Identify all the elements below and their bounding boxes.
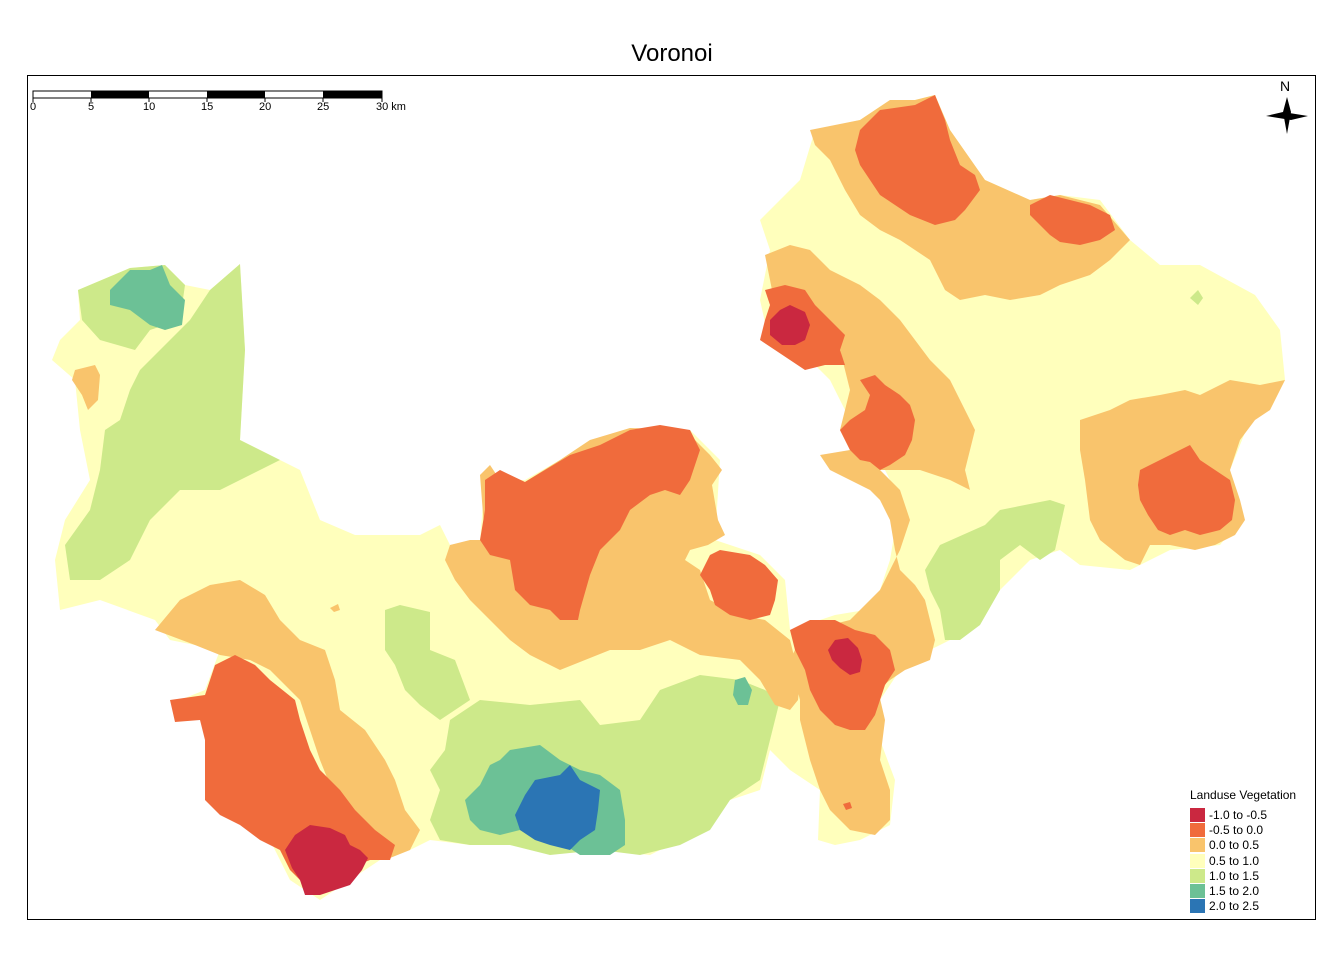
legend-title: Landuse Vegetation [1190, 788, 1297, 802]
region-class-2-0-to-2-5 [515, 765, 600, 850]
region-class-minus-0-5-to-0-0 [170, 95, 1235, 885]
scale-tick-10: 10 [143, 101, 156, 113]
scale-tick-30: 30 km [376, 101, 406, 113]
region-class-minus-1-0-to-minus-0-5 [285, 305, 862, 895]
legend-label: 1.5 to 2.0 [1209, 884, 1260, 899]
legend-item: 0.5 to 1.0 [1190, 853, 1296, 868]
legend-swatch [1190, 838, 1205, 853]
legend-item: 0.0 to 0.5 [1190, 838, 1296, 853]
legend-label: 2.0 to 2.5 [1209, 899, 1260, 914]
scale-tick-25: 25 [317, 101, 330, 113]
legend-item: 2.0 to 2.5 [1190, 899, 1296, 914]
legend-item: 1.5 to 2.0 [1190, 883, 1296, 899]
map-title: Voronoi [631, 40, 713, 67]
legend: Landuse Vegetation -1.0 to -0.5 -0.5 to … [1190, 788, 1296, 914]
scale-tick-5: 5 [88, 101, 95, 113]
legend-swatch [1190, 868, 1205, 883]
north-arrow-icon [1266, 97, 1308, 134]
north-label: N [1280, 78, 1291, 94]
scale-bar [32, 90, 383, 102]
legend-label: 0.5 to 1.0 [1209, 853, 1260, 868]
legend-swatch [1190, 822, 1205, 837]
scale-tick-20: 20 [259, 101, 272, 113]
legend-swatch [1190, 884, 1205, 899]
scale-tick-15: 15 [201, 101, 214, 113]
scale-tick-0: 0 [30, 101, 37, 113]
legend-item: -0.5 to 0.0 [1190, 822, 1296, 837]
legend-label: -1.0 to -0.5 [1209, 807, 1268, 822]
legend-swatch [1190, 807, 1205, 822]
legend-item: 1.0 to 1.5 [1190, 868, 1296, 883]
legend-swatch [1190, 899, 1205, 914]
legend-label: -0.5 to 0.0 [1209, 822, 1264, 837]
legend-label: 0.0 to 0.5 [1209, 838, 1260, 853]
legend-item: -1.0 to -0.5 [1190, 807, 1296, 822]
legend-label: 1.0 to 1.5 [1209, 868, 1260, 883]
map-frame [27, 75, 1316, 920]
legend-swatch [1190, 853, 1205, 868]
